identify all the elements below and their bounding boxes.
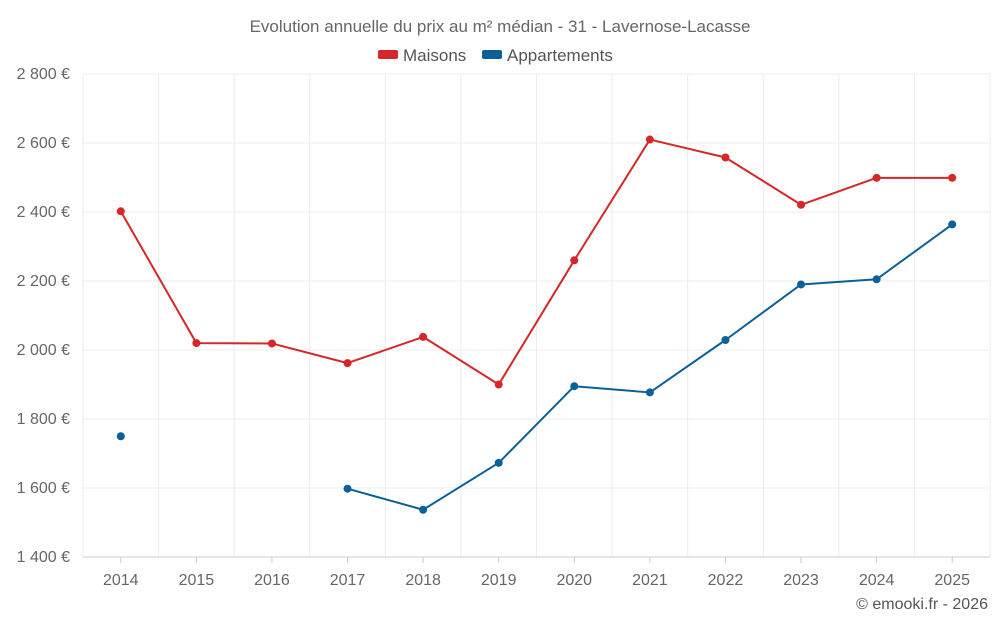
legend: Maisons Appartements: [378, 46, 613, 65]
data-point-appartements[interactable]: [797, 280, 806, 289]
y-tick-label: 2 600 €: [17, 135, 70, 152]
data-point-appartements[interactable]: [570, 382, 579, 391]
data-point-maisons[interactable]: [343, 359, 352, 368]
x-tick-label: 2022: [708, 572, 744, 589]
data-point-maisons[interactable]: [192, 339, 201, 348]
legend-label-appartements: Appartements: [507, 46, 613, 65]
data-point-maisons[interactable]: [419, 332, 428, 341]
data-point-maisons[interactable]: [797, 200, 806, 209]
y-tick-label: 2 000 €: [17, 342, 70, 359]
data-point-appartements[interactable]: [721, 335, 730, 344]
y-tick-label: 2 400 €: [17, 204, 70, 221]
x-tick-label: 2016: [254, 572, 290, 589]
data-point-maisons[interactable]: [570, 256, 579, 265]
x-tick-label: 2023: [783, 572, 819, 589]
legend-item-appartements[interactable]: Appartements: [482, 46, 613, 65]
data-point-maisons[interactable]: [267, 339, 276, 348]
data-point-appartements[interactable]: [645, 388, 654, 397]
y-tick-label: 2 800 €: [17, 66, 70, 83]
x-tick-label: 2015: [179, 572, 215, 589]
x-tick-label: 2017: [330, 572, 366, 589]
series-maisons: [116, 135, 957, 389]
x-tick-label: 2020: [556, 572, 592, 589]
data-point-appartements[interactable]: [343, 484, 352, 493]
series: [116, 135, 957, 514]
y-tick-label: 1 400 €: [17, 549, 70, 566]
legend-label-maisons: Maisons: [403, 46, 466, 65]
x-tick-label: 2024: [859, 572, 895, 589]
data-point-maisons[interactable]: [872, 173, 881, 182]
data-point-maisons[interactable]: [645, 135, 654, 144]
x-tick-label: 2019: [481, 572, 517, 589]
data-point-maisons[interactable]: [116, 207, 125, 216]
chart-credit: © emooki.fr - 2026: [856, 596, 988, 613]
series-line-maisons: [119, 138, 953, 386]
x-tick-label: 2025: [934, 572, 970, 589]
data-point-appartements[interactable]: [872, 275, 881, 284]
y-tick-label: 1 600 €: [17, 480, 70, 497]
legend-swatch-maisons: [378, 50, 398, 59]
data-point-maisons[interactable]: [494, 380, 503, 389]
y-axis: 1 400 € 1 600 € 1 800 € 2 000 € 2 200 € 2 400…: [17, 66, 70, 566]
x-tick-label: 2018: [405, 572, 441, 589]
y-tick-label: 1 800 €: [17, 411, 70, 428]
x-tick-label: 2014: [103, 572, 139, 589]
x-axis: 2014 2015 2016 2017 2018 2019 2020 2021 2022 2023…: [83, 556, 990, 589]
chart-title: Evolution annuelle du prix au m² médian …: [250, 17, 751, 36]
data-point-appartements[interactable]: [948, 220, 957, 229]
data-point-appartements[interactable]: [116, 432, 125, 441]
data-point-maisons[interactable]: [721, 153, 730, 162]
series-appartements: [116, 220, 957, 514]
legend-item-maisons[interactable]: Maisons: [378, 46, 466, 65]
data-point-appartements[interactable]: [419, 505, 428, 514]
series-line-appartements: [347, 223, 953, 511]
y-tick-label: 2 200 €: [17, 273, 70, 290]
data-point-maisons[interactable]: [948, 173, 957, 182]
data-point-appartements[interactable]: [494, 458, 503, 467]
legend-swatch-appartements: [482, 50, 502, 59]
grid: [82, 73, 991, 557]
x-tick-label: 2021: [632, 572, 668, 589]
